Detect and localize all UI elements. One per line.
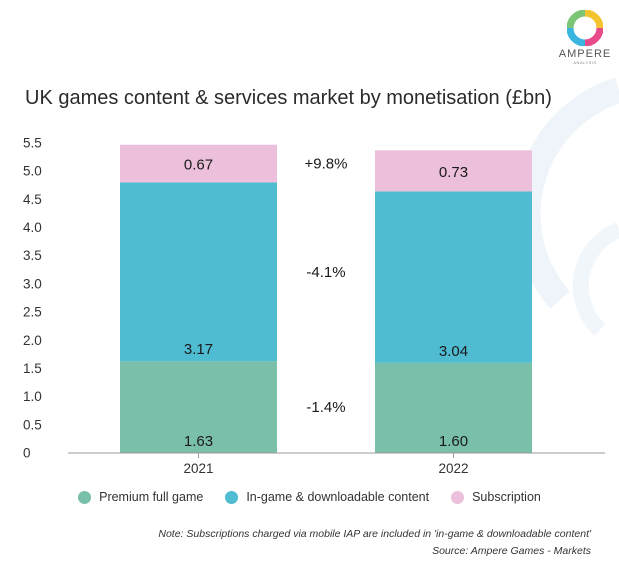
x-axis: 2021 2022 xyxy=(183,453,469,476)
source-line: Source: Ampere Games - Markets xyxy=(432,545,591,557)
change-annotation-1: -4.1% xyxy=(306,264,345,281)
y-tick-label: 3.0 xyxy=(23,276,42,291)
legend-item-ingame: In-game & downloadable content xyxy=(225,490,429,504)
x-tick-label: 2021 xyxy=(183,461,213,476)
legend-swatch-premium xyxy=(78,490,92,504)
y-tick-label: 4.5 xyxy=(23,192,42,207)
data-label-2022-2: 0.73 xyxy=(439,164,468,181)
legend-label-ingame: In-game & downloadable content xyxy=(246,490,430,504)
bar-2021-0 xyxy=(120,361,277,453)
legend-label-premium: Premium full game xyxy=(99,490,204,504)
legend-swatch-subscription xyxy=(451,490,465,504)
y-tick-label: 0 xyxy=(23,446,31,461)
legend-item-subscription: Subscription xyxy=(451,490,541,504)
data-label-2021-2: 0.67 xyxy=(184,157,213,174)
data-labels: 1.63 3.17 0.67 1.60 3.04 0.73 xyxy=(184,157,468,450)
logo-ring-icon xyxy=(567,10,603,46)
bar-2022-0 xyxy=(375,362,532,453)
ampere-logo: AMPERE ANALYSIS xyxy=(555,10,615,65)
data-label-2022-0: 1.60 xyxy=(439,433,468,450)
legend-item-premium: Premium full game xyxy=(78,490,203,504)
y-tick-label: 5.0 xyxy=(23,164,42,179)
y-tick-label: 2.5 xyxy=(23,305,42,320)
x-tick-label: 2022 xyxy=(438,461,468,476)
y-tick-label: 1.0 xyxy=(23,389,42,404)
change-annotation-0: -1.4% xyxy=(306,399,345,416)
data-label-2021-1: 3.17 xyxy=(184,341,213,358)
chart-title: UK games content & services market by mo… xyxy=(25,87,552,109)
data-label-2022-1: 3.04 xyxy=(439,343,468,360)
change-annotation-2: +9.8% xyxy=(305,156,348,173)
stacked-bar-chart: 0 0.5 1.0 1.5 2.0 2.5 3.0 3.5 4.0 4.5 5.0 5.5 1.63 3… xyxy=(23,136,605,476)
y-tick-label: 1.5 xyxy=(23,361,42,376)
y-tick-label: 4.0 xyxy=(23,220,42,235)
footnote: Note: Subscriptions charged via mobile I… xyxy=(158,528,591,540)
logo-name: AMPERE xyxy=(558,48,612,60)
bar-2022-2 xyxy=(375,150,532,192)
y-tick-label: 5.5 xyxy=(23,136,42,151)
bar-2021-1 xyxy=(120,182,277,362)
change-annotations: -1.4% -4.1% +9.8% xyxy=(305,156,348,416)
data-label-2021-0: 1.63 xyxy=(184,433,213,450)
y-tick-label: 2.0 xyxy=(23,333,42,348)
legend-label-subscription: Subscription xyxy=(472,490,541,504)
y-tick-label: 3.5 xyxy=(23,248,42,263)
y-axis: 0 0.5 1.0 1.5 2.0 2.5 3.0 3.5 4.0 4.5 5.0 5.5 xyxy=(23,136,42,461)
legend: Premium full game In-game & downloadable… xyxy=(0,490,619,504)
bars xyxy=(120,144,532,453)
bar-2022-1 xyxy=(375,191,532,363)
bar-2021-2 xyxy=(120,144,277,183)
y-tick-label: 0.5 xyxy=(23,417,42,432)
legend-swatch-ingame xyxy=(225,490,239,504)
logo-tagline: ANALYSIS xyxy=(573,60,597,65)
